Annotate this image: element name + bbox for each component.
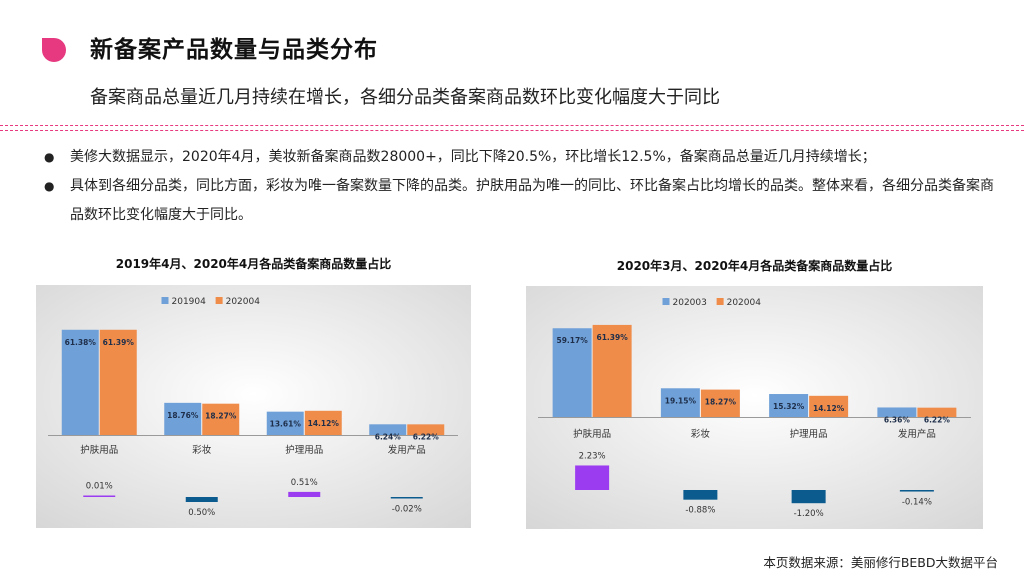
bullet-text: 具体到各细分品类，同比方面，彩妆为唯一备案数量下降的品类。护肤用品为唯一的同比、…: [70, 178, 994, 223]
change-bar: [185, 497, 218, 502]
legend-label: 202004: [226, 297, 261, 307]
bar-value-label: 6.22%: [924, 416, 951, 425]
bar-202004: [304, 410, 342, 435]
bar-value-label: 61.39%: [103, 338, 135, 347]
change-value-label: 0.51%: [291, 478, 318, 488]
bar-202003: [769, 394, 809, 417]
category-label: 护理用品: [790, 428, 828, 440]
bullet-text: 美修大数据显示，2020年4月，美妆新备案商品数28000+，同比下降20.5%…: [70, 149, 876, 165]
bar-202004: [99, 329, 137, 435]
bar-value-label: 19.15%: [665, 396, 697, 405]
bar-value-label: 14.12%: [308, 419, 340, 428]
category-label: 护肤用品: [573, 428, 611, 440]
change-value-label: -0.14%: [902, 498, 932, 508]
bar-value-label: 14.12%: [813, 404, 845, 413]
bullet-dot-icon: ●: [44, 150, 55, 164]
bullet-item: ● 美修大数据显示，2020年4月，美妆新备案商品数28000+，同比下降20.…: [44, 143, 994, 172]
page-title: 新备案产品数量与品类分布: [90, 37, 378, 63]
bar-202004: [809, 395, 849, 417]
change-bar: [575, 465, 610, 490]
bar-value-label: 61.39%: [597, 333, 629, 342]
change-bar: [288, 491, 321, 497]
bar-202004: [700, 389, 740, 417]
legend-swatch: [161, 297, 169, 304]
bar-202003: [660, 388, 700, 417]
bar-202003: [877, 407, 917, 417]
divider-bottom: [0, 130, 1024, 131]
bar-201904: [61, 329, 99, 435]
bar-202004: [592, 324, 632, 417]
category-label: 彩妆: [192, 444, 212, 456]
change-bar: [83, 495, 116, 497]
category-label: 彩妆: [691, 428, 711, 440]
bar-value-label: 6.24%: [375, 432, 402, 441]
category-label: 护肤用品: [80, 444, 118, 456]
change-bar: [683, 490, 718, 500]
bar-value-label: 59.17%: [557, 336, 589, 345]
leaf-logo-icon: [42, 38, 66, 62]
bar-201904: [266, 411, 304, 435]
brand-logo: [42, 38, 66, 62]
bar-202003: [552, 328, 592, 417]
bar-202004: [202, 403, 240, 435]
bar-value-label: 6.22%: [413, 432, 440, 441]
bar-202004: [917, 407, 957, 417]
change-value-label: -0.02%: [392, 505, 422, 515]
divider-top: [0, 125, 1024, 126]
bar-201904: [164, 402, 202, 435]
change-bar: [899, 490, 934, 492]
bar-value-label: 18.27%: [205, 412, 237, 421]
chart-title-yoy: 2019年4月、2020年4月各品类备案商品数量占比: [115, 257, 392, 271]
bullet-dot-icon: ●: [44, 179, 55, 193]
change-bar: [390, 497, 423, 499]
change-value-label: 0.01%: [86, 482, 113, 492]
chart-title-mom: 2020年3月、2020年4月各品类备案商品数量占比: [616, 259, 893, 273]
bar-202004: [407, 424, 445, 435]
category-label: 发用产品: [898, 428, 936, 440]
bullet-list: ● 美修大数据显示，2020年4月，美妆新备案商品数28000+，同比下降20.…: [44, 143, 994, 230]
category-label: 发用产品: [388, 444, 426, 456]
change-value-label: -0.88%: [685, 506, 715, 516]
bar-value-label: 6.36%: [884, 415, 911, 424]
chart-mom: 202003 202004 59.17% 61.39% 护肤用品 2.23% 19.15% 1…: [526, 286, 983, 529]
legend-label: 202004: [727, 298, 762, 308]
page-subtitle: 备案商品总量近几月持续在增长，各细分品类备案商品数环比变化幅度大于同比: [90, 87, 720, 108]
legend-swatch: [716, 298, 724, 305]
legend-swatch: [662, 298, 670, 305]
change-value-label: 2.23%: [579, 451, 606, 461]
bar-value-label: 18.76%: [167, 411, 199, 420]
bar-value-label: 18.27%: [705, 398, 737, 407]
bar-value-label: 13.61%: [270, 420, 302, 429]
bar-value-label: 61.38%: [65, 338, 97, 347]
legend-swatch: [215, 297, 223, 304]
bullet-item: ● 具体到各细分品类，同比方面，彩妆为唯一备案数量下降的品类。护肤用品为唯一的同…: [44, 172, 994, 230]
change-value-label: 0.50%: [188, 508, 215, 518]
bar-value-label: 15.32%: [773, 402, 805, 411]
legend-label: 202003: [673, 298, 707, 308]
data-source-note: 本页数据来源：美丽修行BEBD大数据平台: [763, 555, 998, 570]
change-bar: [791, 490, 826, 504]
change-value-label: -1.20%: [794, 509, 824, 519]
chart-yoy: 201904 202004 61.38% 61.39% 护肤用品 0.01% 18.76% 1…: [36, 285, 471, 528]
legend-label: 201904: [172, 297, 207, 307]
bar-201904: [369, 424, 407, 435]
category-label: 护理用品: [285, 444, 323, 456]
